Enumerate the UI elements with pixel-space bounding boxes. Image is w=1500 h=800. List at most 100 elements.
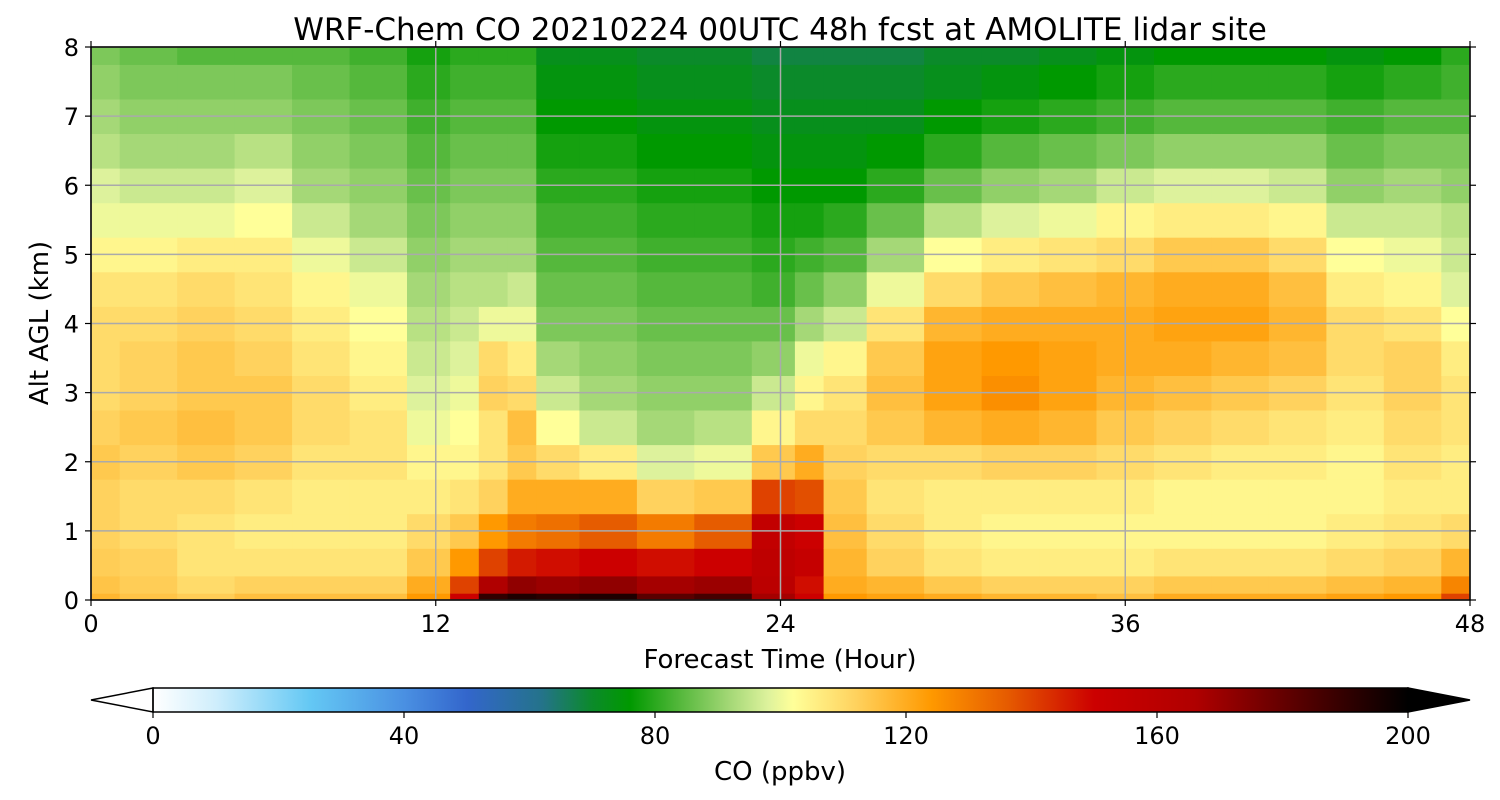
- heatmap-cell: [981, 575, 1040, 594]
- heatmap-cell: [823, 133, 868, 169]
- heatmap-cell: [694, 47, 753, 65]
- heatmap-cell: [1326, 64, 1385, 100]
- heatmap-cell: [1154, 133, 1213, 169]
- heatmap-cell: [866, 271, 925, 307]
- heatmap-cell: [507, 64, 537, 100]
- heatmap-cell: [450, 47, 480, 65]
- heatmap-cell: [694, 271, 753, 307]
- heatmap-cell: [1268, 593, 1327, 600]
- heatmap-cell: [91, 64, 121, 100]
- y-tick-label: 5: [64, 241, 79, 269]
- heatmap-cell: [1383, 409, 1442, 446]
- heatmap-cell: [1441, 340, 1470, 376]
- heatmap-cell: [866, 47, 925, 65]
- heatmap-cell: [450, 575, 480, 594]
- heatmap-cell: [924, 593, 983, 600]
- heatmap-cell: [91, 47, 121, 65]
- heatmap-cell: [981, 479, 1040, 515]
- heatmap-cell: [1039, 479, 1098, 515]
- colorbar-label: CO (ppbv): [714, 757, 846, 787]
- heatmap-cell: [407, 340, 451, 376]
- heatmap-cell: [407, 593, 451, 600]
- heatmap-cell: [234, 575, 293, 594]
- heatmap-cell: [579, 271, 638, 307]
- colorbar-gradient: [153, 688, 1408, 712]
- heatmap-cell: [924, 548, 983, 577]
- heatmap-cell: [349, 64, 408, 100]
- heatmap-cell: [866, 340, 925, 376]
- heatmap-cell: [924, 133, 983, 169]
- heatmap-cell: [579, 479, 638, 515]
- heatmap-cell: [1211, 548, 1270, 577]
- heatmap-cell: [794, 593, 825, 600]
- heatmap-cell: [536, 271, 580, 307]
- heatmap-cell: [1268, 133, 1327, 169]
- heatmap-cell: [349, 575, 408, 594]
- heatmap-cell: [694, 479, 753, 515]
- heatmap-cell: [1326, 133, 1385, 169]
- heatmap-cell: [1383, 133, 1442, 169]
- heatmap-cell: [507, 575, 537, 594]
- heatmap-cell: [177, 133, 236, 169]
- heatmap-cell: [1441, 479, 1470, 515]
- heatmap-cell: [292, 548, 351, 577]
- heatmap-cell: [1039, 593, 1098, 600]
- heatmap-cell: [1154, 479, 1213, 515]
- heatmap-cell: [1268, 271, 1327, 307]
- heatmap-cell: [694, 593, 753, 600]
- heatmap-cell: [823, 479, 868, 515]
- heatmap-cell: [478, 271, 509, 307]
- heatmap-cell: [478, 47, 509, 65]
- heatmap-cell: [1039, 271, 1098, 307]
- heatmap-cell: [91, 409, 121, 446]
- heatmap-cell: [1154, 47, 1213, 65]
- heatmap-cell: [177, 202, 236, 238]
- heatmap-cell: [1154, 64, 1213, 100]
- heatmap-cell: [507, 409, 537, 446]
- heatmap-cell: [1383, 271, 1442, 307]
- heatmap-cell: [91, 548, 121, 577]
- heatmap-cell: [751, 340, 796, 376]
- heatmap-cell: [478, 479, 509, 515]
- heatmap-cell: [823, 340, 868, 376]
- heatmap-cell: [636, 202, 695, 238]
- heatmap-cell: [1154, 548, 1213, 577]
- heatmap-cell: [407, 548, 451, 577]
- heatmap-cell: [234, 340, 293, 376]
- heatmap-cell: [234, 409, 293, 446]
- heatmap-cell: [91, 575, 121, 594]
- heatmap-cell: [91, 340, 121, 376]
- heatmap-cell: [1154, 409, 1213, 446]
- y-tick-label: 3: [64, 380, 79, 408]
- heatmap-cell: [536, 64, 580, 100]
- heatmap-cell: [536, 479, 580, 515]
- heatmap-cell: [823, 271, 868, 307]
- heatmap-cell: [924, 479, 983, 515]
- x-tick-label: 24: [765, 610, 796, 638]
- heatmap-cell: [450, 340, 480, 376]
- heatmap-cell: [536, 548, 580, 577]
- heatmap-cell: [407, 479, 451, 515]
- heatmap-cell: [234, 64, 293, 100]
- heatmap-cell: [450, 271, 480, 307]
- heatmap-cell: [292, 575, 351, 594]
- heatmap-cell: [636, 575, 695, 594]
- heatmap-cell: [1211, 202, 1270, 238]
- heatmap-cell: [234, 47, 293, 65]
- heatmap-cell: [579, 548, 638, 577]
- heatmap-cell: [924, 47, 983, 65]
- heatmap-cell: [177, 47, 236, 65]
- heatmap-cell: [1039, 47, 1098, 65]
- heatmap-cell: [478, 593, 509, 600]
- heatmap-cell: [507, 202, 537, 238]
- heatmap-cell: [407, 271, 451, 307]
- heatmap-cell: [794, 202, 825, 238]
- heatmap-cell: [478, 133, 509, 169]
- heatmap-cell: [450, 593, 480, 600]
- heatmap-cell: [407, 202, 451, 238]
- heatmap-cell: [450, 202, 480, 238]
- heatmap-cell: [1154, 593, 1213, 600]
- heatmap-cell: [234, 548, 293, 577]
- heatmap-cell: [91, 479, 121, 515]
- heatmap-cell: [407, 575, 451, 594]
